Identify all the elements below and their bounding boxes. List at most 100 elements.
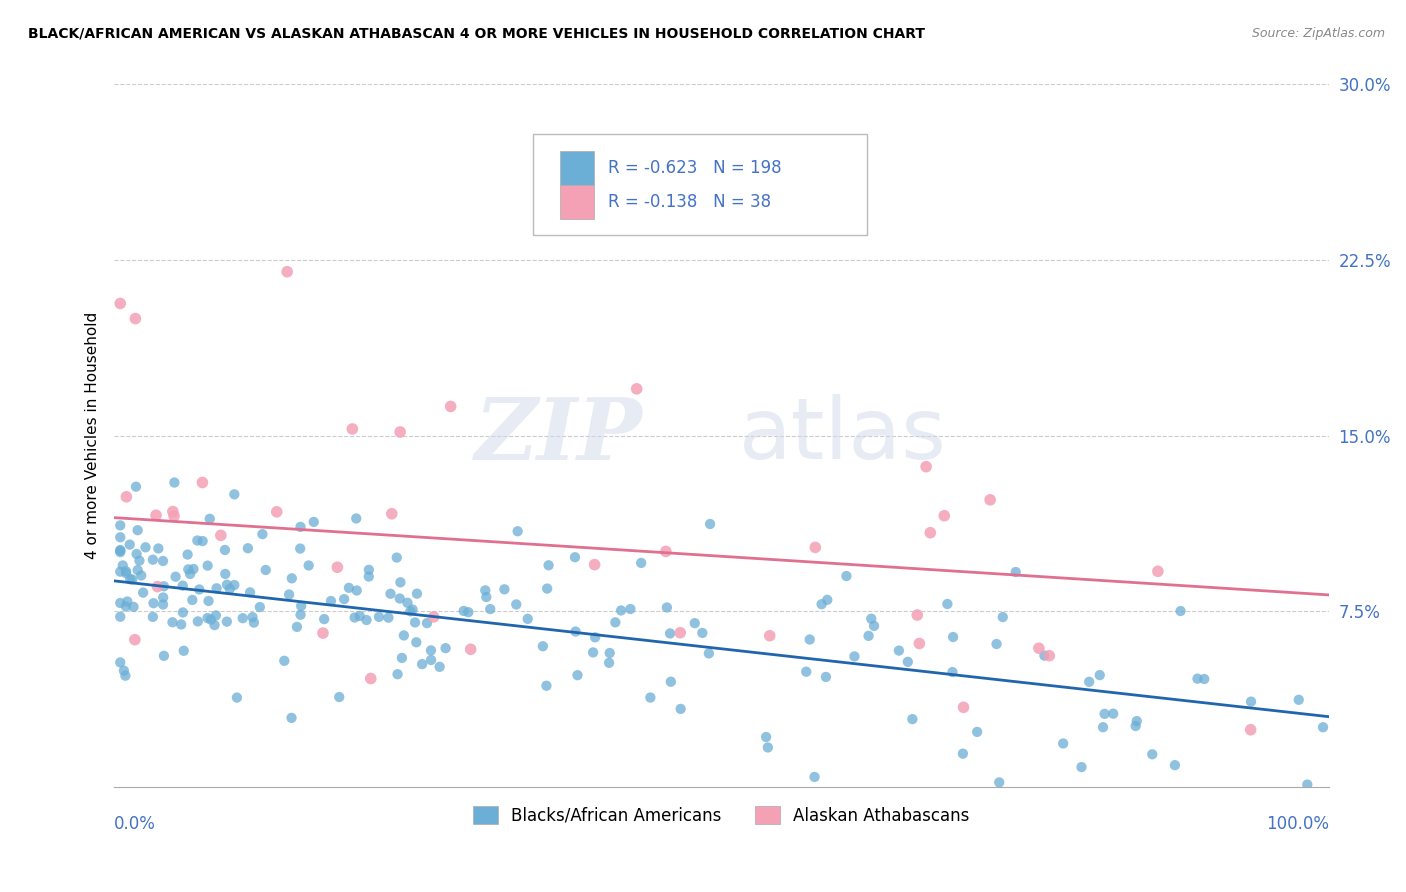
Point	[815, 592, 838, 607]
Text: R = -0.623   N = 198: R = -0.623 N = 198	[609, 159, 782, 177]
Point	[699, 516, 721, 531]
Point	[404, 615, 426, 630]
Point	[314, 612, 336, 626]
Point	[110, 565, 132, 579]
Point	[1126, 714, 1149, 728]
Point	[814, 670, 837, 684]
Point	[205, 582, 228, 596]
Point	[804, 541, 827, 555]
Point	[564, 624, 586, 639]
Point	[186, 533, 208, 548]
Point	[901, 712, 924, 726]
Point	[915, 459, 938, 474]
Point	[356, 613, 378, 627]
Point	[920, 525, 942, 540]
Point	[273, 654, 295, 668]
Point	[360, 672, 382, 686]
Point	[252, 527, 274, 541]
Point	[214, 566, 236, 581]
Point	[224, 578, 246, 592]
Point	[505, 598, 527, 612]
Point	[966, 725, 988, 739]
Point	[640, 690, 662, 705]
Point	[537, 558, 560, 573]
Point	[396, 596, 419, 610]
Point	[122, 599, 145, 614]
Point	[198, 512, 221, 526]
Point	[172, 579, 194, 593]
Text: Source: ZipAtlas.com: Source: ZipAtlas.com	[1251, 27, 1385, 40]
Point	[655, 600, 678, 615]
Point	[583, 630, 606, 644]
Point	[239, 585, 262, 599]
Point	[389, 575, 412, 590]
Point	[1312, 720, 1334, 734]
Point	[326, 560, 349, 574]
Point	[218, 582, 240, 596]
Point	[453, 604, 475, 618]
Point	[200, 613, 222, 627]
Point	[205, 608, 228, 623]
Point	[243, 615, 266, 630]
Point	[128, 554, 150, 568]
Point	[266, 505, 288, 519]
Point	[1187, 672, 1209, 686]
Point	[399, 604, 422, 618]
Point	[112, 664, 135, 678]
Point	[232, 611, 254, 625]
Point	[803, 770, 825, 784]
Point	[599, 646, 621, 660]
Point	[440, 400, 463, 414]
Point	[1240, 695, 1263, 709]
Point	[142, 552, 165, 566]
Point	[610, 603, 633, 617]
Point	[988, 775, 1011, 789]
Point	[115, 599, 138, 614]
Point	[177, 562, 200, 576]
Point	[422, 610, 444, 624]
Point	[183, 562, 205, 576]
Point	[342, 422, 364, 436]
Point	[934, 508, 956, 523]
Point	[474, 583, 496, 598]
Point	[110, 518, 132, 533]
Text: ZIP: ZIP	[475, 394, 643, 477]
Point	[204, 618, 226, 632]
Point	[124, 311, 146, 326]
Point	[1142, 747, 1164, 762]
Point	[758, 629, 780, 643]
Point	[1070, 760, 1092, 774]
Point	[387, 667, 409, 681]
Point	[127, 523, 149, 537]
Point	[434, 641, 457, 656]
Point	[142, 610, 165, 624]
Point	[179, 566, 201, 581]
Point	[392, 628, 415, 642]
Point	[1125, 719, 1147, 733]
Point	[165, 570, 187, 584]
Point	[224, 487, 246, 501]
Point	[1102, 706, 1125, 721]
Point	[142, 596, 165, 610]
Point	[897, 655, 920, 669]
Point	[411, 657, 433, 672]
Point	[416, 616, 439, 631]
Point	[669, 702, 692, 716]
Point	[110, 543, 132, 558]
Point	[124, 632, 146, 647]
Point	[191, 534, 214, 549]
Point	[172, 606, 194, 620]
Point	[1052, 736, 1074, 750]
Point	[146, 580, 169, 594]
Point	[887, 643, 910, 657]
Point	[388, 591, 411, 606]
Point	[276, 265, 298, 279]
Point	[127, 563, 149, 577]
Point	[162, 505, 184, 519]
Point	[117, 594, 139, 608]
Point	[564, 550, 586, 565]
Point	[683, 616, 706, 631]
Point	[385, 550, 408, 565]
Point	[1170, 604, 1192, 618]
Point	[125, 480, 148, 494]
